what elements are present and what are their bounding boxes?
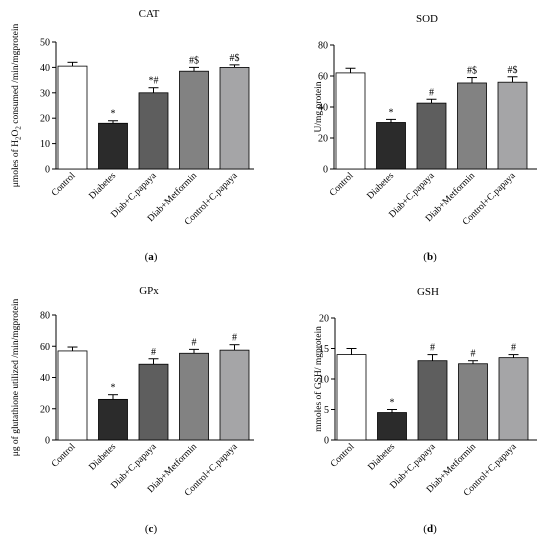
y-tick-label: 60 bbox=[318, 72, 328, 83]
significance-label: * bbox=[389, 107, 394, 118]
y-axis-label: μg of glutathione utilized /min/mgprotei… bbox=[10, 298, 21, 456]
y-axis-label: μmoles of H2O2 consumed /min/mgprotein bbox=[10, 23, 23, 187]
significance-label: # bbox=[430, 343, 435, 354]
category-label: Diabetes bbox=[367, 442, 398, 473]
y-tick-label: 10 bbox=[319, 375, 329, 386]
bar-diab-metformin bbox=[179, 70, 209, 170]
chart-title: SOD bbox=[416, 13, 438, 25]
y-tick-label: 20 bbox=[319, 314, 329, 325]
significance-label: # bbox=[511, 343, 516, 354]
bar-diabetes bbox=[377, 412, 407, 441]
y-axis-label-part: consumed /min/mgprotein bbox=[11, 23, 21, 126]
bar-control-c-papaya bbox=[219, 67, 250, 170]
panel-label-part: ) bbox=[433, 251, 437, 263]
category-label: Control bbox=[329, 442, 357, 470]
bar-diabetes bbox=[98, 398, 128, 441]
y-tick-label: 20 bbox=[40, 114, 50, 125]
panel-label-part: c bbox=[149, 523, 154, 535]
significance-label: # bbox=[192, 337, 197, 348]
panel-label-part: d bbox=[427, 523, 433, 535]
panel-label-part: ( bbox=[423, 251, 427, 263]
y-tick-label: 40 bbox=[318, 103, 328, 114]
significance-label: *# bbox=[149, 76, 159, 87]
chart-title: CAT bbox=[139, 8, 160, 20]
panel-label: (a) bbox=[145, 251, 158, 263]
panel-label-part: ( bbox=[145, 251, 149, 263]
y-tick-label: 0 bbox=[45, 436, 50, 447]
y-axis-label: mmoles of GSH/ mgprotein bbox=[313, 326, 324, 432]
category-label: Diabetes bbox=[88, 442, 119, 473]
y-tick-label: 20 bbox=[40, 404, 50, 415]
y-tick-label: 0 bbox=[324, 436, 329, 447]
panel-label: (c) bbox=[145, 523, 158, 535]
y-tick-label: 80 bbox=[40, 311, 50, 322]
bar-control bbox=[335, 72, 366, 170]
bar-diab-c-papaya bbox=[138, 363, 169, 441]
bar-control bbox=[57, 350, 88, 441]
significance-label: #$ bbox=[508, 65, 518, 76]
panel-label: (b) bbox=[423, 251, 437, 263]
significance-label: #$ bbox=[189, 55, 199, 66]
significance-label: * bbox=[390, 398, 395, 409]
y-axis-label-part: 2 bbox=[15, 126, 23, 130]
chart-title: GSH bbox=[417, 286, 439, 298]
significance-label: # bbox=[471, 349, 476, 360]
bar-diab-metformin bbox=[179, 352, 209, 441]
panel-label-part: ) bbox=[154, 251, 158, 263]
bar-control-c-papaya bbox=[219, 349, 250, 441]
y-tick-label: 5 bbox=[324, 405, 329, 416]
bar-diab-c-papaya bbox=[416, 102, 447, 170]
bar-diab-metformin bbox=[458, 363, 488, 441]
bar-diab-c-papaya bbox=[138, 92, 169, 170]
category-label: Control bbox=[50, 171, 78, 199]
significance-label: # bbox=[151, 347, 156, 358]
bar-control-c-papaya bbox=[498, 357, 529, 441]
y-axis-label: U/mg protein bbox=[314, 81, 324, 132]
bar-diab-c-papaya bbox=[417, 360, 448, 441]
significance-label: #$ bbox=[230, 53, 240, 64]
panel-label-part: a bbox=[148, 251, 154, 263]
chart-title: GPx bbox=[139, 285, 159, 297]
y-tick-label: 0 bbox=[45, 165, 50, 176]
significance-label: # bbox=[232, 333, 237, 344]
y-axis-label-part: 2 bbox=[15, 136, 23, 140]
panel-label-part: ( bbox=[145, 523, 149, 535]
chart-panel-3: GPx 0 20 40 60 80 μg of glutathione utilized /… bbox=[10, 285, 254, 535]
chart-panel-2: SOD 0 20 40 60 80 U/mg protein Control * Diabetes… bbox=[314, 13, 537, 263]
significance-label: * bbox=[111, 109, 116, 120]
category-label: Diabetes bbox=[88, 171, 119, 202]
y-tick-label: 0 bbox=[323, 165, 328, 176]
y-axis-label-part: μmoles of H bbox=[10, 140, 21, 187]
significance-label: # bbox=[429, 87, 434, 98]
panel-label-part: b bbox=[427, 251, 433, 263]
bar-diab-metformin bbox=[457, 82, 487, 170]
bar-diabetes bbox=[98, 122, 128, 170]
panel-label: (d) bbox=[423, 523, 437, 535]
significance-label: #$ bbox=[467, 66, 477, 77]
significance-label: * bbox=[111, 383, 116, 394]
y-tick-label: 15 bbox=[319, 344, 329, 355]
panel-label-part: ) bbox=[153, 523, 157, 535]
bar-control bbox=[336, 354, 367, 441]
y-tick-label: 20 bbox=[318, 134, 328, 145]
bar-control-c-papaya bbox=[497, 81, 528, 170]
panel-label-part: ( bbox=[423, 523, 427, 535]
panel-label-part: ) bbox=[433, 523, 437, 535]
category-label: Control bbox=[328, 171, 356, 199]
category-label: Control bbox=[50, 442, 78, 470]
y-axis-label-part: O bbox=[11, 129, 21, 136]
y-tick-label: 50 bbox=[40, 38, 50, 49]
y-tick-label: 30 bbox=[40, 88, 50, 99]
y-tick-label: 10 bbox=[40, 139, 50, 150]
y-tick-label: 60 bbox=[40, 342, 50, 353]
category-label: Diabetes bbox=[366, 171, 397, 202]
y-tick-label: 40 bbox=[40, 373, 50, 384]
bar-control bbox=[57, 65, 88, 170]
bar-diabetes bbox=[376, 122, 406, 170]
y-tick-label: 40 bbox=[40, 63, 50, 74]
y-tick-label: 80 bbox=[318, 41, 328, 52]
